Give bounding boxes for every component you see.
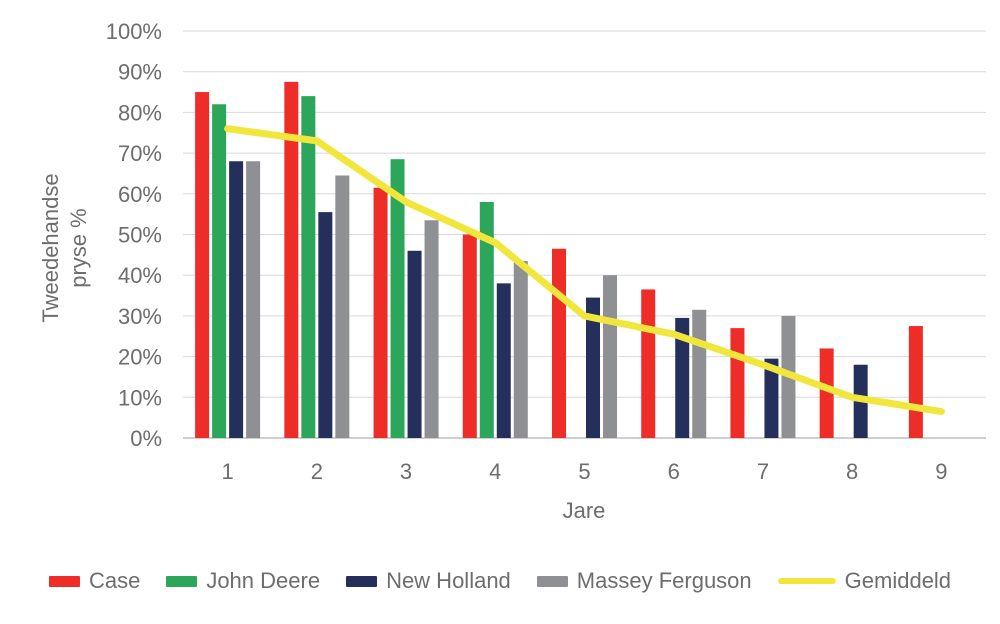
y-tick-label: 70% bbox=[118, 141, 162, 166]
legend-item-gemiddeld: Gemiddeld bbox=[777, 568, 952, 594]
legend-item-massey-ferguson: Massey Ferguson bbox=[536, 568, 752, 594]
bar-case-year-6 bbox=[641, 289, 656, 438]
legend-swatch-case bbox=[48, 575, 80, 587]
bar-massey-ferguson-year-2 bbox=[335, 175, 350, 439]
legend-item-case: Case bbox=[48, 568, 141, 594]
plot-area: 0% 10% 20% 30% 40% 50% 60% 70% 80% 90% 100% 1 2 3 4 5 6 7… bbox=[106, 19, 986, 484]
bar-john-deere-year-3 bbox=[390, 159, 405, 438]
bar-new-holland-year-6 bbox=[675, 317, 690, 438]
bar-massey-ferguson-year-6 bbox=[692, 309, 707, 438]
bar-massey-ferguson-year-4 bbox=[513, 260, 528, 438]
bar-case-year-8 bbox=[819, 348, 834, 438]
x-tick-label: 1 bbox=[221, 459, 233, 484]
y-tick-label: 10% bbox=[118, 385, 162, 410]
bar-new-holland-year-1 bbox=[229, 161, 244, 439]
bar-new-holland-year-7 bbox=[764, 358, 779, 438]
y-tick-label: 50% bbox=[118, 223, 162, 248]
y-tick-label: 100% bbox=[106, 19, 162, 44]
y-tick-label: 80% bbox=[118, 100, 162, 125]
legend-swatch-gemiddeld bbox=[777, 578, 836, 584]
x-tick-label: 3 bbox=[400, 459, 412, 484]
bar-case-year-9 bbox=[908, 326, 923, 438]
x-tick-label: 4 bbox=[489, 459, 501, 484]
x-tick-label: 5 bbox=[578, 459, 590, 484]
gemiddeld-line bbox=[224, 125, 945, 416]
bar-new-holland-year-3 bbox=[407, 250, 422, 438]
bar-case-year-3 bbox=[373, 187, 388, 438]
y-tick-label: 30% bbox=[118, 304, 162, 329]
bar-john-deere-year-2 bbox=[301, 96, 316, 439]
legend-label-john-deere: John Deere bbox=[206, 568, 321, 593]
legend-swatch-massey-ferguson bbox=[536, 575, 568, 587]
legend-label-gemiddeld: Gemiddeld bbox=[844, 568, 952, 593]
x-tick-label: 6 bbox=[668, 459, 680, 484]
y-tick-label: 40% bbox=[118, 263, 162, 288]
x-tick-label: 9 bbox=[935, 459, 947, 484]
legend-swatch-john-deere bbox=[166, 575, 198, 587]
bar-case-year-4 bbox=[462, 234, 477, 438]
bar-john-deere-year-4 bbox=[479, 201, 494, 438]
legend-label-case: Case bbox=[88, 568, 141, 593]
bar-case-year-7 bbox=[730, 328, 745, 438]
bar-new-holland-year-4 bbox=[496, 283, 511, 438]
y-tick-label: 90% bbox=[118, 60, 162, 85]
legend-label-new-holland: New Holland bbox=[386, 568, 511, 593]
bar-massey-ferguson-year-3 bbox=[424, 220, 439, 438]
x-axis-title: Jare bbox=[562, 498, 606, 523]
legend-label-massey-ferguson: Massey Ferguson bbox=[576, 568, 752, 593]
legend-item-new-holland: New Holland bbox=[346, 568, 511, 594]
y-tick-label: 60% bbox=[118, 182, 162, 207]
y-tick-label: 20% bbox=[118, 345, 162, 370]
x-tick-label: 8 bbox=[846, 459, 858, 484]
legend: Case John Deere New Holland Massey Ferguson… bbox=[0, 568, 1000, 594]
legend-item-john-deere: John Deere bbox=[166, 568, 320, 594]
x-tick-label: 2 bbox=[311, 459, 323, 484]
bar-case-year-2 bbox=[284, 81, 299, 438]
bar-new-holland-year-2 bbox=[318, 212, 333, 438]
legend-swatch-new-holland bbox=[346, 575, 378, 587]
bar-case-year-1 bbox=[195, 92, 210, 439]
bar-massey-ferguson-year-5 bbox=[603, 275, 617, 438]
bar-massey-ferguson-year-1 bbox=[246, 161, 261, 439]
y-tick-label: 0% bbox=[130, 426, 162, 451]
bar-john-deere-year-1 bbox=[212, 104, 227, 438]
bar-new-holland-year-5 bbox=[586, 297, 600, 438]
x-tick-label: 7 bbox=[757, 459, 769, 484]
bar-case-year-5 bbox=[552, 248, 566, 438]
